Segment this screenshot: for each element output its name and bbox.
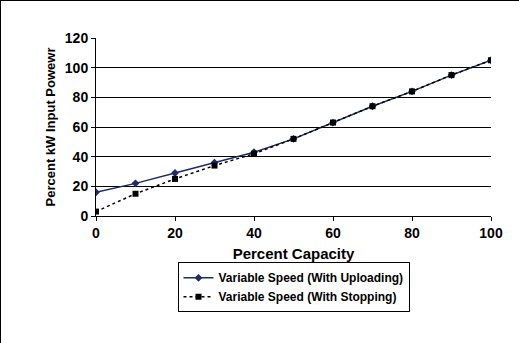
svg-text:20: 20 bbox=[167, 225, 183, 241]
svg-text:60: 60 bbox=[73, 119, 89, 135]
svg-text:60: 60 bbox=[325, 225, 341, 241]
svg-text:0: 0 bbox=[92, 225, 100, 241]
svg-text:Percent kW Input Powewr: Percent kW Input Powewr bbox=[43, 48, 58, 207]
svg-text:40: 40 bbox=[73, 149, 89, 165]
svg-text:80: 80 bbox=[73, 89, 89, 105]
svg-text:100: 100 bbox=[65, 60, 89, 76]
svg-text:Variable Speed (With Stopping): Variable Speed (With Stopping) bbox=[219, 290, 397, 304]
svg-text:100: 100 bbox=[479, 225, 503, 241]
svg-text:80: 80 bbox=[404, 225, 420, 241]
svg-text:120: 120 bbox=[65, 30, 89, 46]
svg-text:Percent Capacity: Percent Capacity bbox=[233, 245, 355, 262]
svg-text:0: 0 bbox=[80, 208, 88, 224]
svg-text:20: 20 bbox=[73, 178, 89, 194]
svg-text:40: 40 bbox=[246, 225, 262, 241]
svg-text:Variable Speed (With Uploading: Variable Speed (With Uploading) bbox=[219, 271, 404, 285]
